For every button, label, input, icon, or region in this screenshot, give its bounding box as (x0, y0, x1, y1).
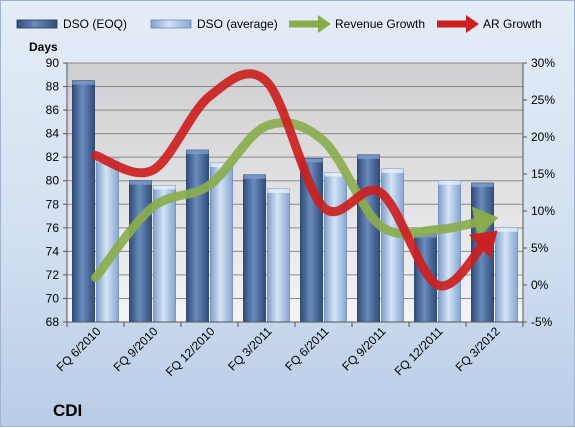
bar-dso-average (324, 172, 347, 323)
right-tick-label: 0% (531, 278, 549, 292)
line-ar-growth (91, 69, 491, 291)
category-axis-ticks: FQ 6/2010 FQ 9/2010 FQ 12/2010 FQ 3/2011 FQ … (54, 322, 524, 379)
line-series (91, 69, 499, 291)
arrowhead-revenue-growth (471, 206, 499, 238)
left-tick-label: 90 (46, 56, 60, 70)
left-tick-label: 74 (46, 244, 60, 258)
x-tick-label: FQ 3/2012 (453, 324, 503, 374)
bar-dso-eoq (357, 154, 380, 323)
x-tick-label: FQ 12/2010 (163, 324, 218, 379)
bar-dso-average (438, 180, 461, 323)
x-tick-label: FQ 12/2011 (392, 324, 446, 378)
legend-label-ar-growth: AR Growth (483, 17, 542, 31)
left-tick-label: 78 (46, 197, 60, 211)
legend-swatch-dso-eoq- (16, 19, 58, 29)
x-tick-label: FQ 3/2011 (225, 324, 275, 374)
left-tick-label: 80 (46, 174, 60, 188)
legend-swatch-dso-average- (150, 19, 192, 29)
left-tick-label: 86 (46, 103, 60, 117)
x-tick-label: FQ 6/2010 (54, 324, 104, 374)
legend-arrow-revenue-growth (318, 15, 331, 33)
right-tick-label: 10% (531, 204, 555, 218)
right-tick-label: 25% (531, 93, 555, 107)
bar-cap (438, 180, 461, 185)
bar-dso-average (96, 157, 119, 323)
bar-cap (153, 185, 176, 190)
bar-dso-average (267, 188, 290, 323)
bar-dso-average (495, 227, 518, 323)
right-tick-label: 30% (531, 56, 555, 70)
right-axis-ticks: -5% 0% 5% 10% 15% 20% 25% 30% (523, 56, 555, 329)
left-tick-label: 70 (46, 291, 60, 305)
bar-cap (300, 158, 323, 163)
bar-cap (495, 227, 518, 232)
bar-cap (243, 174, 266, 179)
legend-label-dso-eoq-: DSO (EOQ) (63, 17, 127, 31)
left-tick-label: 82 (46, 150, 60, 164)
x-tick-label: FQ 6/2011 (282, 324, 332, 374)
left-axis-ticks: 68 70 72 74 76 78 80 82 84 86 88 90 (46, 56, 67, 329)
bar-cap (267, 188, 290, 193)
right-tick-label: 5% (531, 241, 549, 255)
legend-arrow-ar-growth (466, 15, 479, 33)
left-tick-label: 72 (46, 268, 60, 282)
bar-dso-eoq (72, 80, 95, 323)
chart-legend: DSO (EOQ) DSO (average) Revenue Growth AR G… (16, 15, 542, 33)
arrowhead-ar-growth (468, 230, 498, 259)
bar-cap (414, 233, 437, 238)
left-tick-label: 88 (46, 80, 60, 94)
bar-cap (72, 80, 95, 85)
bar-cap (186, 150, 209, 155)
left-tick-label: 68 (46, 315, 60, 329)
left-tick-label: 84 (46, 127, 60, 141)
bar-cap (210, 163, 233, 168)
legend-label-dso-average-: DSO (average) (197, 17, 278, 31)
right-tick-label: -5% (531, 315, 553, 329)
bar-dso-eoq (129, 180, 152, 323)
right-tick-label: 20% (531, 130, 555, 144)
chart-title: CDI (53, 401, 82, 420)
bar-dso-eoq (243, 174, 266, 323)
legend-label-revenue-growth: Revenue Growth (335, 17, 425, 31)
y-axis-title: Days (29, 40, 58, 54)
x-tick-label: FQ 9/2011 (339, 324, 389, 374)
bar-cap (324, 172, 347, 177)
bar-cap (129, 180, 152, 185)
x-tick-label: FQ 9/2010 (111, 324, 161, 374)
bar-dso-eoq (186, 149, 209, 323)
bar-cap (381, 168, 404, 173)
bar-cap (471, 183, 494, 188)
bar-cap (357, 154, 380, 159)
left-tick-label: 76 (46, 221, 60, 235)
right-tick-label: 15% (531, 167, 555, 181)
